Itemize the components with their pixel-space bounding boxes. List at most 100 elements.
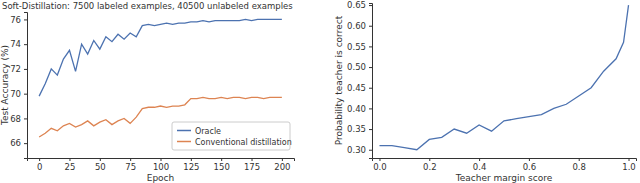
tick: 1.0 — [622, 158, 636, 172]
tick-label: 0 — [37, 162, 42, 172]
tick: 74 — [10, 39, 27, 49]
tick-mark — [130, 158, 131, 161]
y-axis-title: Test Accuracy (%) — [0, 45, 10, 126]
tick: 0.0 — [373, 158, 387, 172]
tick-label: 25 — [65, 162, 76, 172]
x-axis-title: Teacher margin score — [455, 173, 553, 183]
tick: 0 — [37, 158, 42, 172]
tick-label: 76 — [10, 15, 21, 25]
tick-label: 74 — [10, 39, 21, 49]
tick: 0.50 — [347, 62, 372, 72]
tick-label: 0.65 — [347, 0, 366, 10]
axis-line — [369, 4, 373, 159]
series-line — [39, 19, 282, 96]
tick-mark — [579, 158, 580, 161]
chart-0: 0 25 50 75 100 125 150 175 200 66 68 70 72 74 76 Soft-D… — [0, 1, 295, 183]
tick-label: 0.40 — [347, 104, 366, 114]
tick-mark — [24, 118, 27, 119]
tick-label: 72 — [10, 64, 21, 74]
tick-label: 66 — [10, 138, 21, 148]
tick: 125 — [183, 158, 199, 172]
tick-label: 0.30 — [347, 145, 366, 155]
legend-swatch — [177, 130, 191, 132]
tick-label: 0.50 — [347, 62, 366, 72]
tick-label: 0.55 — [347, 42, 366, 52]
tick-label: 0.60 — [347, 21, 366, 31]
tick-label: 0.6 — [523, 162, 537, 172]
tick-mark — [369, 150, 372, 151]
tick: 150 — [214, 158, 230, 172]
tick: 175 — [244, 158, 260, 172]
tick-label: 0.8 — [572, 162, 586, 172]
figure: 0 25 50 75 100 125 150 175 200 66 68 70 72 74 76 Soft-D… — [0, 0, 640, 183]
tick: 0.60 — [347, 21, 372, 31]
tick-mark — [191, 158, 192, 161]
title: Soft-Distillation: 7500 labeled examples… — [2, 1, 293, 11]
tick-label: 200 — [274, 162, 290, 172]
tick-label: 0.4 — [473, 162, 487, 172]
tick: 0.65 — [347, 0, 372, 10]
tick: 0.40 — [347, 104, 372, 114]
tick-mark — [282, 158, 283, 161]
tick-label: 0.35 — [347, 124, 366, 134]
tick-mark — [369, 5, 372, 6]
legend-label: Conventional distillation — [195, 138, 292, 147]
tick: 68 — [10, 114, 27, 124]
tick: 76 — [10, 15, 27, 25]
tick-mark — [369, 129, 372, 130]
tick-mark — [479, 158, 480, 161]
tick-mark — [369, 67, 372, 68]
tick: 66 — [10, 138, 27, 148]
x-axis: 0 25 50 75 100 125 150 175 200 — [28, 158, 295, 172]
x-axis-title: Epoch — [147, 173, 175, 183]
tick: 100 — [153, 158, 169, 172]
tick-label: 68 — [10, 114, 21, 124]
tick-mark — [369, 88, 372, 89]
tick-mark — [24, 69, 27, 70]
tick-mark — [252, 158, 253, 161]
tick-label: 175 — [244, 162, 260, 172]
tick-label: 50 — [95, 162, 106, 172]
tick: 0.55 — [347, 42, 372, 52]
tick-mark — [369, 26, 372, 27]
plot-area — [39, 19, 282, 137]
tick-mark — [24, 94, 27, 95]
tick: 0.30 — [347, 145, 372, 155]
legend-swatch — [177, 141, 191, 143]
tick-mark — [369, 46, 372, 47]
tick: 70 — [10, 89, 27, 99]
axis-line — [373, 159, 637, 162]
axis-line — [24, 13, 28, 159]
tick: 0.4 — [473, 158, 487, 172]
tick-label: 70 — [10, 89, 21, 99]
y-axis: 0.30 0.35 0.40 0.45 0.50 0.55 0.60 0.65 — [347, 0, 372, 158]
tick-label: 100 — [153, 162, 169, 172]
tick: 50 — [95, 158, 106, 172]
plot-area — [379, 5, 628, 150]
tick-mark — [161, 158, 162, 161]
tick-label: 0.0 — [373, 162, 387, 172]
tick: 0.6 — [523, 158, 537, 172]
tick: 0.8 — [572, 158, 586, 172]
tick-label: 75 — [125, 162, 136, 172]
x-axis: 0.0 0.2 0.4 0.6 0.8 1.0 — [373, 158, 637, 172]
tick-mark — [24, 19, 27, 20]
tick-mark — [379, 158, 380, 161]
tick: 0.45 — [347, 83, 372, 93]
tick-label: 125 — [183, 162, 199, 172]
axis-line — [28, 159, 295, 162]
tick: 0.2 — [423, 158, 437, 172]
tick-mark — [24, 44, 27, 45]
tick-label: 0.2 — [423, 162, 437, 172]
tick-label: 0.45 — [347, 83, 366, 93]
tick-mark — [100, 158, 101, 161]
y-axis: 66 68 70 72 74 76 — [10, 13, 27, 159]
legend: Oracle Conventional distillation — [172, 122, 292, 150]
legend-label: Oracle — [195, 127, 221, 136]
tick: 200 — [274, 158, 290, 172]
tick: 25 — [65, 158, 76, 172]
tick: 75 — [125, 158, 136, 172]
tick-mark — [429, 158, 430, 161]
tick-mark — [369, 108, 372, 109]
tick-label: 150 — [214, 162, 230, 172]
